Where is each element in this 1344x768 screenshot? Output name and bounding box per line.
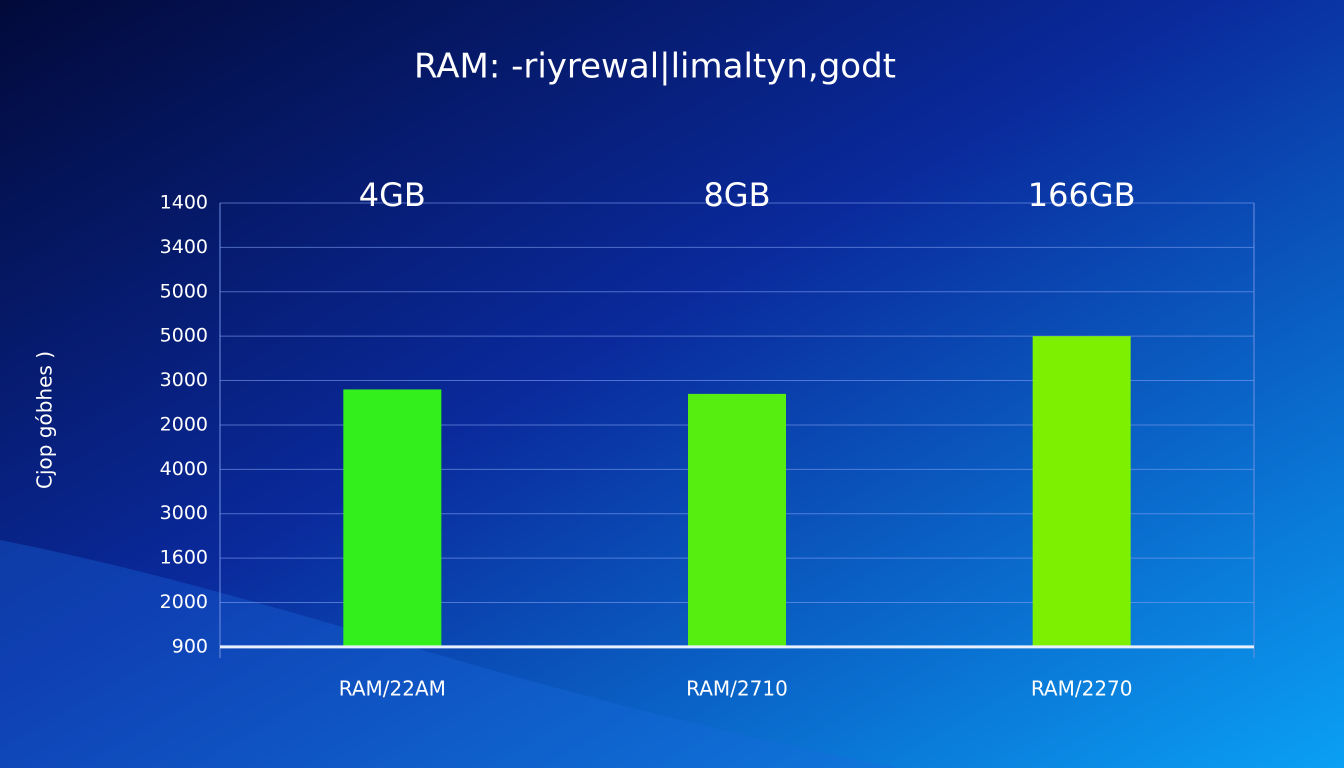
bar-label: 8GB xyxy=(703,176,770,214)
y-tick-label: 4000 xyxy=(160,458,208,480)
bar xyxy=(343,389,442,647)
y-tick-label: 5000 xyxy=(160,325,208,347)
bar-label: 166GB xyxy=(1028,176,1136,214)
y-tick-label: 3400 xyxy=(160,236,208,258)
y-tick-label: 2000 xyxy=(160,591,208,613)
bar xyxy=(688,393,786,647)
x-tick-label: RAM/2270 xyxy=(1031,677,1133,701)
y-tick-label: 1400 xyxy=(160,192,208,214)
y-tick-label: 2000 xyxy=(160,413,208,435)
y-axis-label: Cjop góbhes ) xyxy=(33,351,57,489)
y-tick-label: 5000 xyxy=(160,280,208,302)
bar xyxy=(1032,336,1131,647)
y-tick-label: 1600 xyxy=(160,547,208,569)
y-tick-label: 900 xyxy=(172,635,208,657)
x-tick-label: RAM/2710 xyxy=(686,677,788,701)
y-tick-label: 3000 xyxy=(160,369,208,391)
chart-title: RAM: -riyrewal|limaltyn,godt xyxy=(414,47,896,87)
background-swoosh xyxy=(0,540,900,768)
x-tick-label: RAM/22AM xyxy=(339,677,446,701)
y-tick-label: 3000 xyxy=(160,502,208,524)
bar-label: 4GB xyxy=(359,176,426,214)
